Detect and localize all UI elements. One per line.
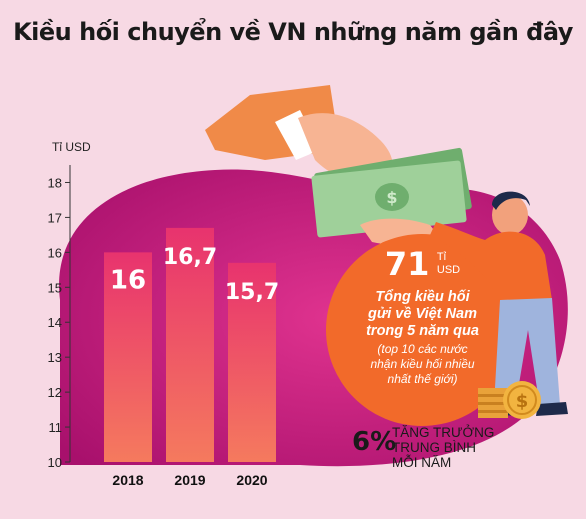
y-tick-label-16: 16 bbox=[48, 245, 62, 260]
y-axis-unit: Tỉ USD bbox=[52, 140, 91, 154]
y-tick-label-18: 18 bbox=[48, 175, 62, 190]
svg-text:$: $ bbox=[516, 391, 529, 412]
bar-value-label-2020: 15,7 bbox=[225, 280, 279, 305]
callout-circle bbox=[326, 234, 518, 426]
y-tick-label-14: 14 bbox=[48, 315, 62, 330]
growth-text-line-3: MỖI NĂM bbox=[392, 455, 452, 470]
callout-main-line-1: Tổng kiều hối bbox=[375, 289, 470, 305]
bar-value-label-2018: 16 bbox=[110, 265, 146, 295]
callout-note-line-3: nhất thế giới) bbox=[387, 372, 458, 386]
growth-text-line-2: TRUNG BÌNH bbox=[392, 440, 476, 455]
callout-unit-line-1: Tỉ bbox=[436, 251, 447, 263]
callout-main-line-2: gửi về Việt Nam bbox=[368, 306, 477, 322]
y-tick-label-13: 13 bbox=[48, 350, 62, 365]
growth-percent: 6% bbox=[352, 427, 397, 457]
callout-amount-unit: Tỉ USD bbox=[437, 251, 460, 277]
bar-value-label-2019: 16,7 bbox=[163, 245, 217, 270]
svg-text:$: $ bbox=[386, 188, 397, 207]
callout: 71 Tỉ USD Tổng kiều hối gửi về Việt Nam … bbox=[325, 245, 520, 387]
y-tick-label-11: 11 bbox=[49, 420, 63, 435]
callout-main-text: Tổng kiều hối gửi về Việt Nam trong 5 nă… bbox=[325, 289, 520, 340]
callout-unit-line-2: USD bbox=[436, 264, 461, 276]
growth-text: TĂNG TRƯỞNG TRUNG BÌNH MỖI NĂM bbox=[392, 425, 532, 470]
y-tick-label-17: 17 bbox=[48, 210, 62, 225]
bar-2019 bbox=[166, 227, 214, 462]
bar-2018 bbox=[104, 252, 152, 462]
callout-note: (top 10 các nước nhận kiều hối nhiều nhấ… bbox=[325, 342, 520, 387]
callout-amount: 71 bbox=[384, 245, 430, 283]
y-tick-label-12: 12 bbox=[48, 385, 62, 400]
y-tick-label-10: 10 bbox=[48, 455, 62, 470]
money-icon: $ bbox=[311, 147, 472, 238]
callout-note-line-1: (top 10 các nước bbox=[377, 342, 468, 356]
x-category-label-2019: 2019 bbox=[174, 472, 205, 488]
callout-note-line-2: nhận kiều hối nhiều bbox=[370, 357, 475, 371]
bar-2020 bbox=[228, 262, 276, 462]
x-category-label-2020: 2020 bbox=[236, 472, 267, 488]
y-tick-label-15: 15 bbox=[48, 280, 62, 295]
growth-text-line-1: TĂNG TRƯỞNG bbox=[392, 425, 495, 440]
coins-icon: $ bbox=[478, 381, 541, 419]
x-category-label-2018: 2018 bbox=[112, 472, 143, 488]
callout-main-line-3: trong 5 năm qua bbox=[366, 323, 479, 339]
chart-title: Kiều hối chuyển về VN những năm gần đây bbox=[13, 18, 573, 46]
